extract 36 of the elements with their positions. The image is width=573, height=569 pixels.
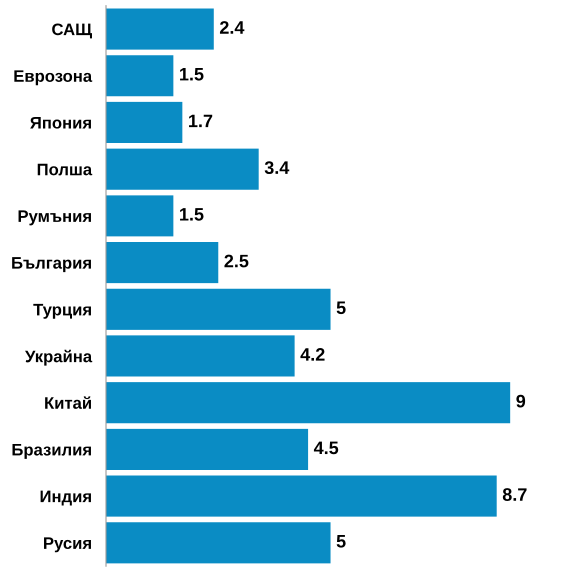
y-tick-label: САЩ <box>52 23 92 38</box>
bar <box>106 288 331 330</box>
data-label: 5 <box>336 535 346 548</box>
data-label: 4.5 <box>314 442 338 454</box>
data-label: 2.5 <box>224 254 248 268</box>
bar <box>106 8 214 50</box>
bar <box>106 476 497 517</box>
bar <box>106 195 174 236</box>
y-tick-label: България <box>12 257 91 272</box>
bar <box>106 148 259 190</box>
bar <box>106 428 308 470</box>
data-label: 1.5 <box>180 208 204 221</box>
y-tick-label: Русия <box>44 537 91 552</box>
data-label: 9 <box>516 394 526 408</box>
data-label: 3.4 <box>264 161 290 174</box>
data-label: 8.7 <box>502 488 527 501</box>
bar <box>106 242 218 284</box>
y-tick-label: Индия <box>40 490 91 506</box>
y-tick-label: Румъния <box>18 210 91 226</box>
y-tick-label: Украйна <box>25 350 92 366</box>
bar <box>106 55 174 96</box>
bar <box>106 382 510 424</box>
bar <box>106 335 295 377</box>
y-tick-label: Бразилия <box>12 444 91 459</box>
y-tick-label: Турция <box>33 304 91 319</box>
y-tick-label: Еврозона <box>14 70 92 86</box>
data-label: 2.4 <box>220 21 244 34</box>
y-tick-label: Япония <box>30 117 91 129</box>
data-label: 5 <box>336 302 346 314</box>
y-tick-label: Китай <box>45 396 91 409</box>
y-tick-label: Полша <box>38 164 92 176</box>
data-label: 4.2 <box>300 348 325 361</box>
data-label: 1.5 <box>180 68 204 81</box>
bar <box>106 522 331 564</box>
data-label: 1.7 <box>189 114 212 128</box>
bar <box>106 102 182 144</box>
